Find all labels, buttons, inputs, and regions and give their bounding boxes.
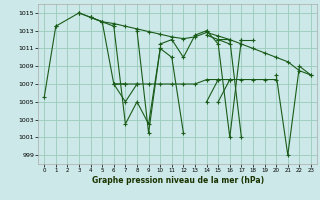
- X-axis label: Graphe pression niveau de la mer (hPa): Graphe pression niveau de la mer (hPa): [92, 176, 264, 185]
